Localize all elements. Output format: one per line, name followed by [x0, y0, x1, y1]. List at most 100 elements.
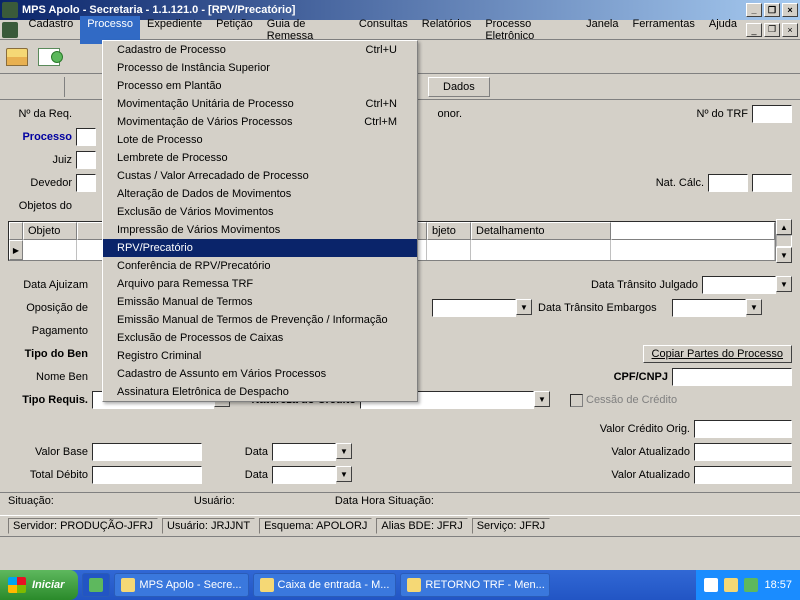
tool-button[interactable] [73, 76, 95, 98]
mdi-icon [2, 22, 18, 38]
menu-item[interactable]: Conferência de RPV/Precatório [103, 257, 417, 275]
tab-dados[interactable]: Dados [428, 77, 490, 97]
label-valor-atual1: Valor Atualizado [584, 446, 694, 458]
tray-icon[interactable] [724, 578, 738, 592]
menu-relatórios[interactable]: Relatórios [415, 16, 479, 44]
label-data1: Data [202, 446, 272, 458]
nat-cred-dropdown[interactable]: ▼ [534, 391, 550, 407]
clock: 18:57 [764, 579, 792, 591]
tool-button[interactable] [6, 76, 28, 98]
num-trf-input[interactable] [752, 105, 792, 123]
new-button[interactable] [34, 43, 64, 71]
tray-icon[interactable] [704, 578, 718, 592]
system-tray[interactable]: 18:57 [696, 570, 800, 600]
menu-item[interactable]: Impressão de Vários Movimentos [103, 221, 417, 239]
nat-calc-input[interactable] [708, 174, 748, 192]
tool-button[interactable] [34, 76, 56, 98]
menu-item[interactable]: Lembrete de Processo [103, 149, 417, 167]
taskbar-task[interactable]: Caixa de entrada - M... [253, 573, 397, 597]
menu-item[interactable]: Processo em Plantão [103, 77, 417, 95]
juiz-input[interactable] [76, 151, 96, 169]
data1-dropdown[interactable]: ▼ [336, 443, 352, 459]
menu-item[interactable]: Emissão Manual de Termos [103, 293, 417, 311]
taskbar-task[interactable]: MPS Apolo - Secre... [114, 573, 248, 597]
processo-menu-dropdown: Cadastro de ProcessoCtrl+UProcesso de In… [102, 40, 418, 402]
label-transito: Data Trânsito Julgado [572, 279, 702, 291]
start-button[interactable]: Iniciar [0, 570, 78, 600]
status-situacao: Situação: [8, 495, 54, 507]
menu-item[interactable]: Exclusão de Processos de Caixas [103, 329, 417, 347]
cpf-input[interactable] [672, 368, 792, 386]
oposicao-dropdown[interactable]: ▼ [516, 299, 532, 315]
taskbar: Iniciar MPS Apolo - Secre...Caixa de ent… [0, 570, 800, 600]
server-servico: Serviço: JFRJ [472, 518, 550, 534]
menu-item[interactable]: Exclusão de Vários Movimentos [103, 203, 417, 221]
data1-input[interactable] [272, 443, 336, 461]
label-devedor: Devedor [8, 177, 76, 189]
close-button[interactable]: × [782, 3, 798, 17]
devedor-input[interactable] [76, 174, 96, 192]
menu-item[interactable]: Registro Criminal [103, 347, 417, 365]
label-cessao: Cessão de Crédito [586, 394, 677, 406]
maximize-button[interactable]: ❐ [764, 3, 780, 17]
mdi-minimize-button[interactable]: _ [746, 23, 762, 37]
total-deb-input[interactable] [92, 466, 202, 484]
valor-orig-input[interactable] [694, 420, 792, 438]
label-cpf: CPF/CNPJ [602, 371, 672, 383]
menu-item[interactable]: Custas / Valor Arrecadado de Processo [103, 167, 417, 185]
menu-cadastro[interactable]: Cadastro [22, 16, 81, 44]
menu-ferramentas[interactable]: Ferramentas [626, 16, 702, 44]
menu-item[interactable]: Assinatura Eletrônica de Despacho [103, 383, 417, 401]
label-num-trf: Nº do TRF [682, 108, 752, 120]
quick-launch[interactable] [82, 573, 110, 597]
app-icon [2, 2, 18, 18]
oposicao-input[interactable] [432, 299, 516, 317]
data2-dropdown[interactable]: ▼ [336, 466, 352, 482]
server-line: Servidor: PRODUÇÃO-JFRJ Usuário: JRJJNT … [0, 515, 800, 537]
label-juiz: Juiz [8, 154, 76, 166]
copiar-partes-button[interactable]: Copiar Partes do Processo [643, 345, 792, 363]
valor-base-input[interactable] [92, 443, 202, 461]
label-num-req: Nº da Req. [8, 108, 76, 120]
menu-item[interactable]: Emissão Manual de Termos de Prevenção / … [103, 311, 417, 329]
embargos-dropdown[interactable]: ▼ [746, 299, 762, 315]
menubar: CadastroProcessoExpedientePetiçãoGuia de… [0, 20, 800, 40]
label-objetos: Objetos do [8, 200, 76, 212]
server-servidor: Servidor: PRODUÇÃO-JFRJ [8, 518, 158, 534]
scroll-down-button[interactable]: ▼ [776, 247, 792, 263]
menu-item[interactable]: Arquivo para Remessa TRF [103, 275, 417, 293]
menu-item[interactable]: RPV/Precatório [103, 239, 417, 257]
grid-col-detalhamento[interactable]: Detalhamento [471, 222, 611, 240]
menu-item[interactable]: Lote de Processo [103, 131, 417, 149]
menu-item[interactable]: Movimentação de Vários ProcessosCtrl+M [103, 113, 417, 131]
server-usuario: Usuário: JRJJNT [162, 518, 255, 534]
label-valor-base: Valor Base [8, 446, 92, 458]
mdi-close-button[interactable]: × [782, 23, 798, 37]
transito-dropdown[interactable]: ▼ [776, 276, 792, 292]
valor-atual2-input[interactable] [694, 466, 792, 484]
scroll-up-button[interactable]: ▲ [776, 219, 792, 235]
menu-item[interactable]: Cadastro de Assunto em Vários Processos [103, 365, 417, 383]
menu-janela[interactable]: Janela [579, 16, 625, 44]
row-marker [9, 240, 23, 260]
label-nat-calc: Nat. Cálc. [648, 177, 708, 189]
menu-ajuda[interactable]: Ajuda [702, 16, 744, 44]
menu-item[interactable]: Alteração de Dados de Movimentos [103, 185, 417, 203]
taskbar-task[interactable]: RETORNO TRF - Men... [400, 573, 550, 597]
tray-icon[interactable] [744, 578, 758, 592]
grid-col-bjeto[interactable]: bjeto [427, 222, 471, 240]
grid-col-objeto[interactable]: Objeto [23, 222, 77, 240]
menu-item[interactable]: Processo de Instância Superior [103, 59, 417, 77]
menu-item[interactable]: Movimentação Unitária de ProcessoCtrl+N [103, 95, 417, 113]
open-button[interactable] [2, 43, 32, 71]
nat-calc-input-2[interactable] [752, 174, 792, 192]
minimize-button[interactable]: _ [746, 3, 762, 17]
processo-input[interactable] [76, 128, 96, 146]
mdi-maximize-button[interactable]: ❐ [764, 23, 780, 37]
menu-item[interactable]: Cadastro de ProcessoCtrl+U [103, 41, 417, 59]
cessao-checkbox [570, 394, 583, 407]
data2-input[interactable] [272, 466, 336, 484]
menu-processo eletrônico[interactable]: Processo Eletrônico [478, 16, 579, 44]
label-tipo-req: Tipo Requis. [8, 394, 92, 406]
valor-atual1-input[interactable] [694, 443, 792, 461]
